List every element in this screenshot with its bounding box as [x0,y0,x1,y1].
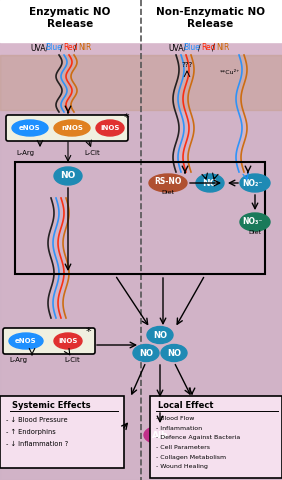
Text: L-Arg: L-Arg [16,150,34,156]
Ellipse shape [54,120,90,136]
Text: - Wound Healing: - Wound Healing [156,464,208,469]
Text: Alb: Alb [152,431,168,440]
Ellipse shape [133,345,159,361]
Text: iNOS: iNOS [58,338,78,344]
Ellipse shape [147,326,173,344]
Text: - Defence Against Bacteria: - Defence Against Bacteria [156,435,240,441]
FancyBboxPatch shape [3,328,95,354]
Text: Red: Red [201,44,216,52]
Text: NO: NO [60,171,76,180]
Text: NO₂⁻: NO₂⁻ [242,179,262,188]
Text: Enzymatic NO
Release: Enzymatic NO Release [29,7,111,29]
FancyBboxPatch shape [0,396,124,468]
Ellipse shape [12,120,48,136]
Ellipse shape [161,345,187,361]
Text: *: * [123,113,129,123]
Bar [0,55,282,480]
Text: NO: NO [153,331,167,339]
Text: NIR: NIR [78,44,91,52]
Text: Non-Enzymatic NO
Release: Non-Enzymatic NO Release [155,7,265,29]
Text: RS-NO: RS-NO [154,177,182,185]
Text: - Cell Parameters: - Cell Parameters [156,445,210,450]
Ellipse shape [149,174,187,192]
Text: - Blood Flow: - Blood Flow [156,417,194,421]
Text: Local Effect: Local Effect [158,401,213,410]
Text: - ↓ Blood Pressure: - ↓ Blood Pressure [6,417,68,423]
Text: L-Cit: L-Cit [64,357,80,363]
Text: /: / [60,44,62,52]
Text: NO₃⁻: NO₃⁻ [242,217,262,227]
Text: **Cu²⁺: **Cu²⁺ [220,70,240,74]
Text: Systemic Effects: Systemic Effects [12,401,91,410]
Ellipse shape [96,120,124,136]
Bar [0,0,282,42]
Ellipse shape [240,213,270,231]
Ellipse shape [54,333,82,349]
Text: NIR: NIR [216,44,230,52]
Text: NO: NO [139,348,153,358]
Ellipse shape [240,174,270,192]
Text: /: / [198,44,200,52]
Text: nNOS: nNOS [61,125,83,131]
Text: Blue: Blue [183,44,200,52]
Text: eNOS: eNOS [15,338,37,344]
Text: NO: NO [202,179,218,188]
Ellipse shape [196,174,224,192]
Ellipse shape [144,426,176,444]
Text: L-Arg: L-Arg [9,357,27,363]
Ellipse shape [9,333,43,349]
Text: iNOS: iNOS [100,125,120,131]
FancyBboxPatch shape [150,396,282,478]
Text: Red: Red [63,44,78,52]
Text: NO: NO [167,348,181,358]
FancyBboxPatch shape [6,115,128,141]
Text: - Collagen Metabolism: - Collagen Metabolism [156,455,226,459]
Text: Diet: Diet [248,229,261,235]
Text: eNOS: eNOS [19,125,41,131]
Text: Blue: Blue [45,44,62,52]
Text: Diet: Diet [162,191,175,195]
Text: /: / [74,44,77,52]
Text: - ↓ Inflammation ?: - ↓ Inflammation ? [6,441,68,447]
Text: L-Cit: L-Cit [84,150,100,156]
Ellipse shape [54,167,82,185]
Text: - Inflammation: - Inflammation [156,426,202,431]
Text: UVA/: UVA/ [168,44,186,52]
Text: - ↑ Endorphins: - ↑ Endorphins [6,429,56,435]
Text: UVA/: UVA/ [30,44,48,52]
Text: ???: ??? [181,62,193,68]
Text: /: / [212,44,215,52]
Bar [0,55,282,110]
Text: *: * [85,327,91,337]
